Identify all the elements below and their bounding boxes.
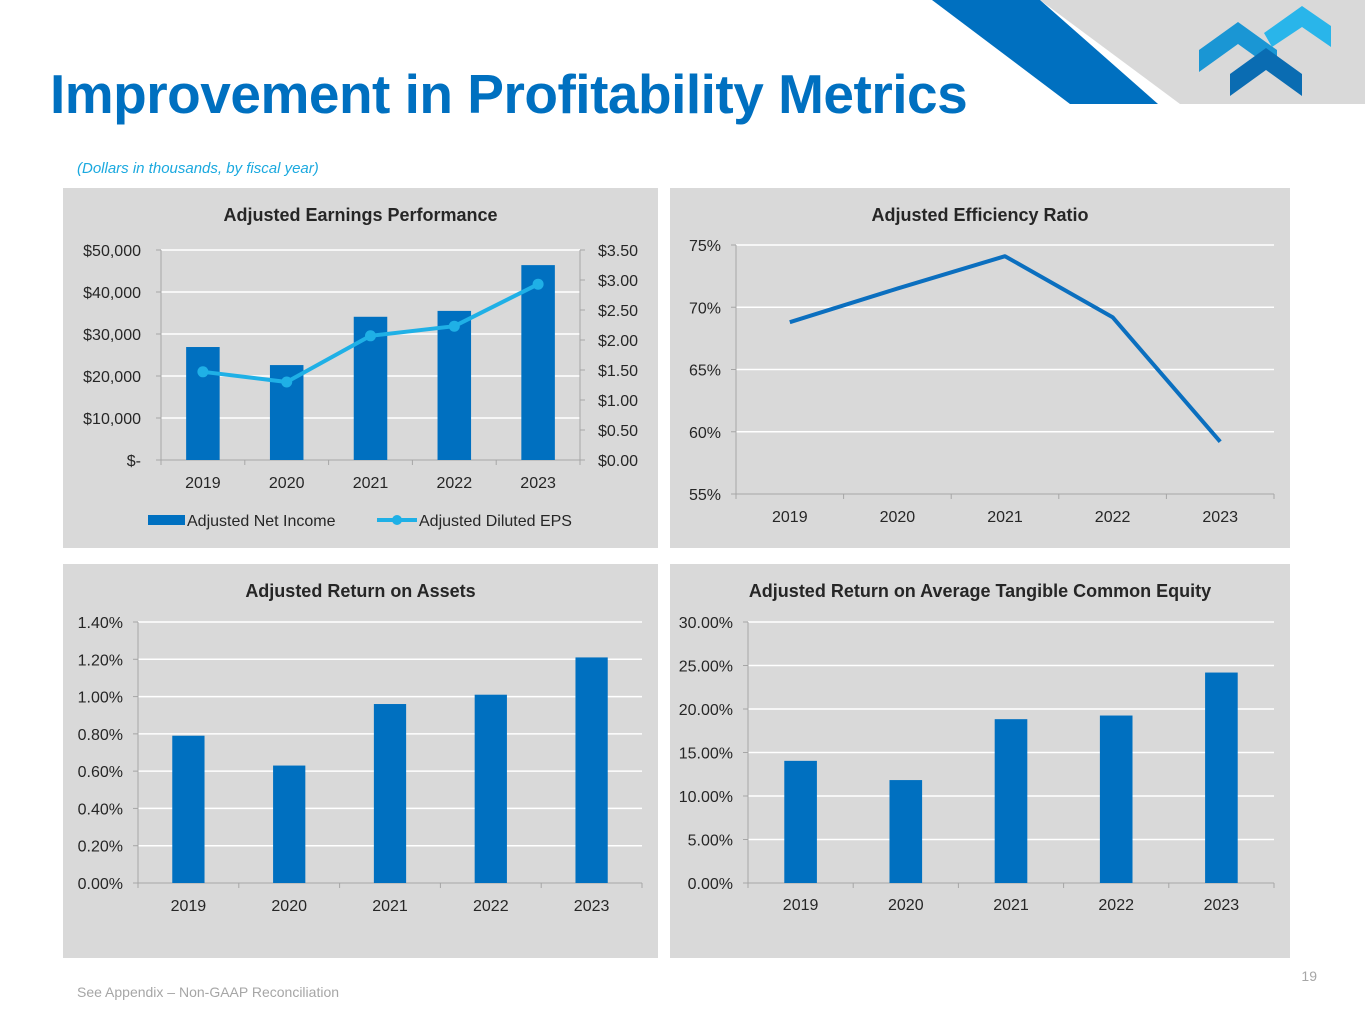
bar [1205,672,1238,883]
x-tick-label: 2019 [171,898,207,915]
y-tick-label: 0.60% [78,764,123,781]
x-tick-label: 2020 [269,475,305,492]
bar [784,760,817,883]
y-tick-label: 0.00% [688,876,733,893]
legend-swatch-net-income [148,515,185,525]
y-tick-label: 1.20% [78,652,123,669]
x-tick-label: 2020 [880,509,916,526]
bar [889,780,923,883]
y-tick-label: 60% [689,425,721,442]
x-tick-label: 2021 [372,898,408,915]
x-tick-label: 2023 [520,475,556,492]
y-right-tick-label: $2.00 [598,333,638,350]
x-tick-label: 2019 [772,509,808,526]
bar [373,704,407,883]
page-title: Improvement in Profitability Metrics [50,63,968,125]
y-right-tick-label: $1.00 [598,393,638,410]
x-tick-label: 2020 [271,898,307,915]
legend-label-net-income: Adjusted Net Income [187,513,336,530]
y-tick-label: 0.80% [78,727,123,744]
x-tick-label: 2020 [888,897,924,914]
y-tick-label: $- [127,453,141,470]
x-tick-label: 2021 [987,509,1023,526]
y-tick-label: $30,000 [83,327,141,344]
header-decoration [932,0,1365,104]
y-tick-label: 1.00% [78,690,123,707]
x-tick-label: 2022 [473,898,509,915]
y-tick-label: 55% [689,487,721,504]
x-tick-label: 2021 [353,475,389,492]
y-right-tick-label: $3.00 [598,273,638,290]
y-tick-label: 0.00% [78,876,123,893]
y-tick-label: $50,000 [83,243,141,260]
eps-point [532,278,544,290]
y-tick-label: 65% [689,363,721,380]
roa-chart-panel: Adjusted Return on Assets 0.00% 0.20% 0.40%… [63,564,658,958]
page-number: 19 [1301,968,1317,984]
earnings-chart: Adjusted Earnings Performance $- $10,000 $2… [83,205,638,530]
x-tick-label: 2022 [1098,897,1134,914]
chart-title: Adjusted Return on Assets [245,581,475,601]
efficiency-chart-panel: Adjusted Efficiency Ratio 55% 60% 65% 70% 75%… [670,188,1290,548]
roa-chart: Adjusted Return on Assets 0.00% 0.20% 0.40%… [78,581,643,915]
units-note: (Dollars in thousands, by fiscal year) [77,160,319,177]
y-right-tick-label: $0.50 [598,423,638,440]
y-tick-label: 75% [689,238,721,255]
x-tick-label: 2023 [1204,897,1240,914]
y-right-tick-label: $0.00 [598,453,638,470]
eps-point [197,366,209,378]
company-logo-icon [1199,6,1331,96]
bar [1099,715,1133,883]
y-right-tick-label: $3.50 [598,243,638,260]
efficiency-chart: Adjusted Efficiency Ratio 55% 60% 65% 70% 75%… [689,205,1275,526]
bar [437,310,472,460]
chart-title: Adjusted Return on Average Tangible Comm… [749,581,1211,601]
footer-note: See Appendix – Non-GAAP Reconciliation [77,984,340,1000]
legend-marker-eps [392,515,402,525]
legend-label-eps: Adjusted Diluted EPS [419,513,572,530]
y-tick-label: 15.00% [679,746,733,763]
bar [994,719,1028,883]
bar [186,347,220,460]
y-tick-label: 0.20% [78,839,123,856]
header-blue-stripe [932,0,1158,104]
y-tick-label: 1.40% [78,615,123,632]
eps-point [365,330,376,342]
y-tick-label: 30.00% [679,615,733,632]
bar [575,657,608,883]
earnings-chart-panel: Adjusted Earnings Performance $- $10,000 $2… [63,188,658,548]
efficiency-line [789,254,1222,444]
roatce-chart: Adjusted Return on Average Tangible Comm… [679,581,1275,914]
x-tick-label: 2022 [437,475,473,492]
bar [474,694,507,883]
chart-title: Adjusted Efficiency Ratio [871,205,1088,225]
x-tick-label: 2023 [574,898,610,915]
y-tick-label: $40,000 [83,285,141,302]
y-tick-label: $10,000 [83,411,141,428]
chart-title: Adjusted Earnings Performance [223,205,497,225]
y-right-tick-label: $2.50 [598,303,638,320]
x-tick-label: 2022 [1095,509,1131,526]
x-tick-label: 2023 [1202,509,1238,526]
y-tick-label: 5.00% [688,833,733,850]
y-tick-label: 25.00% [679,659,733,676]
y-tick-label: 20.00% [679,702,733,719]
y-tick-label: 0.40% [78,801,123,818]
y-tick-label: 70% [689,300,721,317]
roatce-chart-panel: Adjusted Return on Average Tangible Comm… [670,564,1290,958]
eps-point [448,320,460,332]
bar [172,735,205,883]
y-right-tick-label: $1.50 [598,363,638,380]
y-tick-label: $20,000 [83,369,141,386]
eps-point [281,376,293,388]
x-tick-label: 2019 [185,475,221,492]
y-tick-label: 10.00% [679,789,733,806]
x-tick-label: 2019 [783,897,819,914]
bar [521,265,555,460]
x-tick-label: 2021 [993,897,1029,914]
bar [273,765,306,883]
